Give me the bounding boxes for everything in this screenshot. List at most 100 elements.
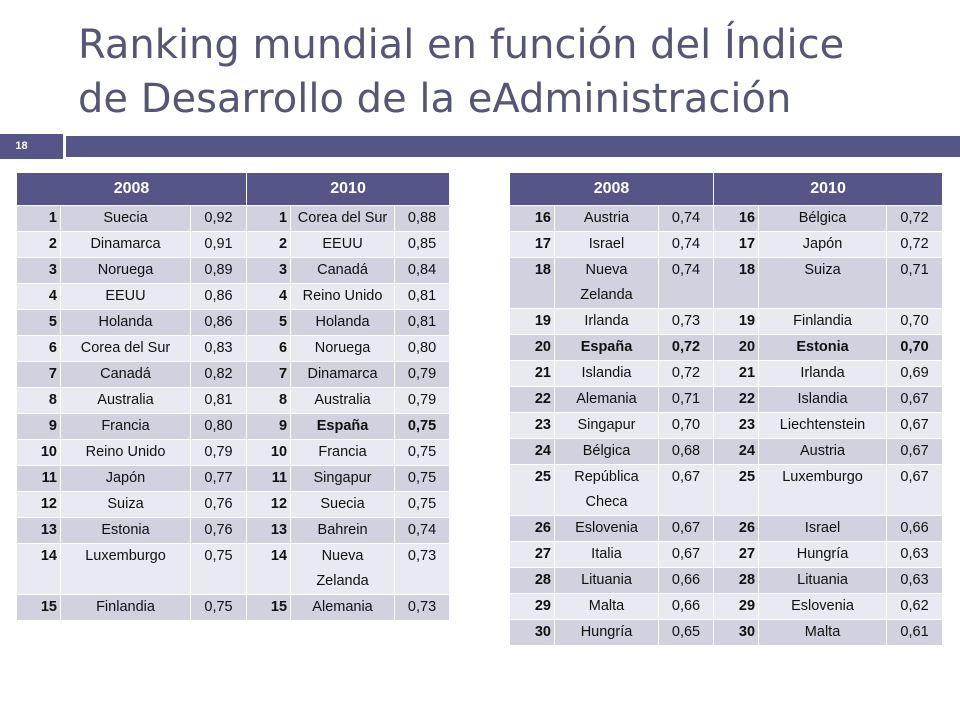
rank-2008: 21: [509, 360, 555, 387]
table-row: 9 Francia 0,80 9 España 0,75: [16, 413, 451, 440]
rank-2010: 7: [246, 361, 292, 388]
country-2008: Holanda: [60, 309, 191, 336]
value-2008: 0,82: [189, 361, 248, 388]
rank-2008: 28: [509, 567, 555, 594]
rank-2010: 11: [246, 465, 292, 492]
value-2008: 0,86: [189, 283, 248, 310]
table-row: 6 Corea del Sur 0,83 6 Noruega 0,80: [16, 335, 451, 362]
country-2008: Israel: [554, 231, 659, 258]
value-2010: 0,66: [886, 515, 944, 542]
rank-2008: 2: [16, 231, 61, 258]
value-2010: 0,71: [886, 257, 944, 309]
country-2008: Eslovenia: [554, 515, 659, 542]
rank-2010: 17: [713, 231, 760, 258]
rank-2010: 19: [713, 308, 760, 335]
value-2010: 0,62: [886, 593, 944, 620]
rank-2010: 2: [246, 231, 292, 258]
value-2008: 0,81: [189, 387, 248, 414]
value-2008: 0,68: [657, 438, 715, 465]
header-2010: 2010: [246, 172, 451, 206]
rank-2010: 16: [713, 205, 760, 232]
slide-title-line-1: Ranking mundial en función del Índice: [78, 22, 845, 68]
country-2008: Hungría: [554, 619, 659, 646]
rank-2010: 27: [713, 541, 760, 568]
title-underline-bar: [66, 136, 960, 157]
value-2010: 0,67: [886, 464, 944, 516]
table-row: 24 Bélgica 0,68 24 Austria 0,67: [509, 438, 944, 465]
country-2008: Estonia: [60, 517, 191, 544]
table-row: 18 Nueva Zelanda 0,74 18 Suiza 0,71: [509, 257, 944, 309]
header-2010: 2010: [713, 172, 944, 206]
rank-2008: 25: [509, 464, 555, 516]
value-2008: 0,74: [657, 231, 715, 258]
value-2008: 0,74: [657, 205, 715, 232]
value-2010: 0,67: [886, 386, 944, 413]
rank-2008: 27: [509, 541, 555, 568]
table-row: 12 Suiza 0,76 12 Suecia 0,75: [16, 491, 451, 518]
value-2008: 0,75: [189, 543, 248, 595]
rank-2008: 24: [509, 438, 555, 465]
country-2008: Canadá: [60, 361, 191, 388]
table-row: 5 Holanda 0,86 5 Holanda 0,81: [16, 309, 451, 336]
table-row: 10 Reino Unido 0,79 10 Francia 0,75: [16, 439, 451, 466]
table-row: 16 Austria 0,74 16 Bélgica 0,72: [509, 205, 944, 232]
table-row: 1 Suecia 0,92 1 Corea del Sur 0,88: [16, 205, 451, 232]
value-2008: 0,86: [189, 309, 248, 336]
value-2008: 0,75: [189, 594, 248, 621]
rank-2010: 3: [246, 257, 292, 284]
rank-2008: 20: [509, 334, 555, 361]
value-2008: 0,74: [657, 257, 715, 309]
rank-2008: 10: [16, 439, 61, 466]
country-2010: Suiza: [758, 257, 888, 309]
value-2010: 0,67: [886, 438, 944, 465]
rank-2010: 30: [713, 619, 760, 646]
rank-2008: 23: [509, 412, 555, 439]
country-2008: Suiza: [60, 491, 191, 518]
value-2010: 0,75: [394, 491, 451, 518]
slide-title-line-2: de Desarrollo de la eAdministración: [78, 76, 792, 122]
country-2010: Japón: [758, 231, 888, 258]
rank-2008: 3: [16, 257, 61, 284]
rank-2010: 18: [713, 257, 760, 309]
table-row: 7 Canadá 0,82 7 Dinamarca 0,79: [16, 361, 451, 388]
value-2010: 0,75: [394, 439, 451, 466]
value-2008: 0,92: [189, 205, 248, 232]
table-row: 17 Israel 0,74 17 Japón 0,72: [509, 231, 944, 258]
rank-2010: 1: [246, 205, 292, 232]
value-2008: 0,76: [189, 491, 248, 518]
value-2010: 0,80: [394, 335, 451, 362]
rank-2010: 28: [713, 567, 760, 594]
country-2010: Dinamarca: [290, 361, 396, 388]
slide-number-badge: 18: [0, 134, 63, 159]
value-2010: 0,72: [886, 205, 944, 232]
rank-2010: 14: [246, 543, 292, 595]
rank-2010: 13: [246, 517, 292, 544]
value-2010: 0,61: [886, 619, 944, 646]
country-2010: Estonia: [758, 334, 888, 361]
country-2008: Nueva Zelanda: [554, 257, 659, 309]
country-2008: República Checa: [554, 464, 659, 516]
value-2008: 0,83: [189, 335, 248, 362]
country-2008: Francia: [60, 413, 191, 440]
table-row: 19 Irlanda 0,73 19 Finlandia 0,70: [509, 308, 944, 335]
country-2008: Australia: [60, 387, 191, 414]
rank-2010: 20: [713, 334, 760, 361]
country-2010: Luxemburgo: [758, 464, 888, 516]
country-2008: Suecia: [60, 205, 191, 232]
rank-2008: 15: [16, 594, 61, 621]
table-row: 21 Islandia 0,72 21 Irlanda 0,69: [509, 360, 944, 387]
rank-2008: 5: [16, 309, 61, 336]
value-2010: 0,67: [886, 412, 944, 439]
country-2010: Nueva Zelanda: [290, 543, 396, 595]
rank-2010: 26: [713, 515, 760, 542]
rank-2008: 18: [509, 257, 555, 309]
rank-2010: 15: [246, 594, 292, 621]
value-2008: 0,72: [657, 334, 715, 361]
country-2008: Malta: [554, 593, 659, 620]
country-2008: Luxemburgo: [60, 543, 191, 595]
country-2008: Islandia: [554, 360, 659, 387]
country-2010: Australia: [290, 387, 396, 414]
value-2008: 0,80: [189, 413, 248, 440]
value-2010: 0,79: [394, 361, 451, 388]
table-row: 28 Lituania 0,66 28 Lituania 0,63: [509, 567, 944, 594]
